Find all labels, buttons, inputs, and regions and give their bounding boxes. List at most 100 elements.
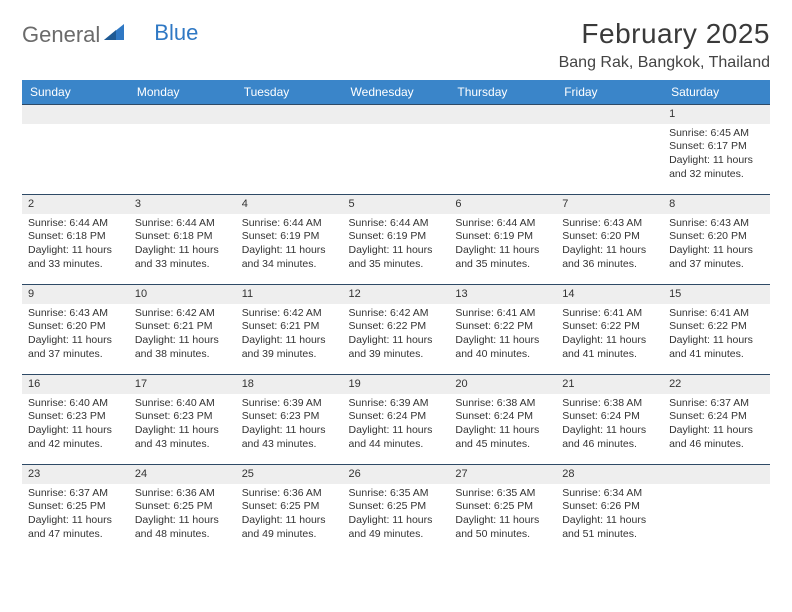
day-number: 10 — [129, 285, 236, 304]
sunrise-text: Sunrise: 6:42 AM — [135, 307, 215, 319]
daylight-text: Daylight: 11 hours and 35 minutes. — [349, 244, 433, 270]
daylight-text: Daylight: 11 hours and 39 minutes. — [349, 334, 433, 360]
calendar-cell: 27Sunrise: 6:35 AMSunset: 6:25 PMDayligh… — [449, 465, 556, 555]
daylight-text: Daylight: 11 hours and 33 minutes. — [135, 244, 219, 270]
sunrise-text: Sunrise: 6:44 AM — [242, 217, 322, 229]
title-block: February 2025 Bang Rak, Bangkok, Thailan… — [559, 18, 770, 72]
daylight-text: Daylight: 11 hours and 51 minutes. — [562, 514, 646, 540]
daylight-text: Daylight: 11 hours and 44 minutes. — [349, 424, 433, 450]
calendar-cell — [22, 105, 129, 195]
calendar-cell: 11Sunrise: 6:42 AMSunset: 6:21 PMDayligh… — [236, 285, 343, 375]
day-number: 9 — [22, 285, 129, 304]
calendar-cell: 13Sunrise: 6:41 AMSunset: 6:22 PMDayligh… — [449, 285, 556, 375]
sunrise-text: Sunrise: 6:35 AM — [455, 487, 535, 499]
day-details: Sunrise: 6:42 AMSunset: 6:21 PMDaylight:… — [135, 307, 230, 362]
sunset-text: Sunset: 6:23 PM — [28, 410, 106, 422]
calendar-cell: 6Sunrise: 6:44 AMSunset: 6:19 PMDaylight… — [449, 195, 556, 285]
sunrise-text: Sunrise: 6:44 AM — [28, 217, 108, 229]
daylight-text: Daylight: 11 hours and 33 minutes. — [28, 244, 112, 270]
day-details: Sunrise: 6:44 AMSunset: 6:19 PMDaylight:… — [455, 217, 550, 272]
sunset-text: Sunset: 6:24 PM — [669, 410, 747, 422]
day-details: Sunrise: 6:41 AMSunset: 6:22 PMDaylight:… — [562, 307, 657, 362]
sunset-text: Sunset: 6:22 PM — [562, 320, 640, 332]
calendar-cell: 12Sunrise: 6:42 AMSunset: 6:22 PMDayligh… — [343, 285, 450, 375]
day-number: 3 — [129, 195, 236, 214]
calendar-table: Sunday Monday Tuesday Wednesday Thursday… — [22, 80, 770, 555]
day-number: 27 — [449, 465, 556, 484]
sunrise-text: Sunrise: 6:37 AM — [669, 397, 749, 409]
sunset-text: Sunset: 6:25 PM — [135, 500, 213, 512]
daylight-text: Daylight: 11 hours and 40 minutes. — [455, 334, 539, 360]
sunrise-text: Sunrise: 6:34 AM — [562, 487, 642, 499]
day-details: Sunrise: 6:44 AMSunset: 6:18 PM Daylight:… — [28, 217, 123, 272]
calendar-cell: 8Sunrise: 6:43 AMSunset: 6:20 PMDaylight… — [663, 195, 770, 285]
sunset-text: Sunset: 6:19 PM — [349, 230, 427, 242]
day-number: 19 — [343, 375, 450, 394]
sunset-text: Sunset: 6:25 PM — [28, 500, 106, 512]
sunset-text: Sunset: 6:25 PM — [349, 500, 427, 512]
calendar-cell: 20Sunrise: 6:38 AMSunset: 6:24 PMDayligh… — [449, 375, 556, 465]
day-details: Sunrise: 6:44 AMSunset: 6:19 PMDaylight:… — [349, 217, 444, 272]
sunrise-text: Sunrise: 6:39 AM — [242, 397, 322, 409]
day-header: Sunday — [22, 80, 129, 105]
page-title: February 2025 — [559, 18, 770, 50]
calendar-cell: 22Sunrise: 6:37 AMSunset: 6:24 PMDayligh… — [663, 375, 770, 465]
day-number — [129, 105, 236, 124]
sunset-text: Sunset: 6:20 PM — [28, 320, 106, 332]
day-header: Tuesday — [236, 80, 343, 105]
day-details: Sunrise: 6:44 AMSunset: 6:19 PMDaylight:… — [242, 217, 337, 272]
calendar-cell — [449, 105, 556, 195]
calendar-week-row: 2Sunrise: 6:44 AMSunset: 6:18 PMDaylight… — [22, 195, 770, 285]
daylight-text: Daylight: 11 hours and 39 minutes. — [242, 334, 326, 360]
calendar-cell: 17 Sunrise: 6:40 AMSunset: 6:23 PMDayligh… — [129, 375, 236, 465]
day-number: 26 — [343, 465, 450, 484]
day-details: Sunrise: 6:40 AMSunset: 6:23 PMDaylight:… — [28, 397, 123, 452]
daylight-text: Daylight: 11 hours and 41 minutes. — [669, 334, 753, 360]
day-number: 23 — [22, 465, 129, 484]
sunset-text: Sunset: 6:20 PM — [669, 230, 747, 242]
day-number: 28 — [556, 465, 663, 484]
calendar-cell: 16Sunrise: 6:40 AMSunset: 6:23 PMDayligh… — [22, 375, 129, 465]
day-details: Sunrise: 6:38 AMSunset: 6:24 PMDaylight:… — [562, 397, 657, 452]
day-number: 20 — [449, 375, 556, 394]
calendar-cell: 21Sunrise: 6:38 AMSunset: 6:24 PMDayligh… — [556, 375, 663, 465]
day-details: Sunrise: 6:45 AMSunset: 6:17 PMDaylight:… — [669, 127, 764, 182]
day-details: Sunrise: 6:36 AMSunset: 6:25 PMDaylight:… — [135, 487, 230, 542]
sunrise-text: Sunrise: 6:44 AM — [135, 217, 215, 229]
sunset-text: Sunset: 6:18 PM — [28, 230, 106, 242]
day-number: 11 — [236, 285, 343, 304]
daylight-text: Daylight: 11 hours and 37 minutes. — [28, 334, 112, 360]
day-header: Saturday — [663, 80, 770, 105]
calendar-cell: 2Sunrise: 6:44 AMSunset: 6:18 PMDaylight… — [22, 195, 129, 285]
sunrise-text: Sunrise: 6:43 AM — [562, 217, 642, 229]
calendar-cell: 7Sunrise: 6:43 AMSunset: 6:20 PMDaylight… — [556, 195, 663, 285]
day-details: Sunrise: 6:39 AMSunset: 6:24 PMDaylight:… — [349, 397, 444, 452]
sunrise-text: Sunrise: 6:41 AM — [562, 307, 642, 319]
sunrise-text: Sunrise: 6:38 AM — [455, 397, 535, 409]
daylight-text: Daylight: 11 hours and 50 minutes. — [455, 514, 539, 540]
day-details: Sunrise: 6:44 AMSunset: 6:18 PMDaylight:… — [135, 217, 230, 272]
day-number: 15 — [663, 285, 770, 304]
day-details: Sunrise: 6:37 AMSunset: 6:25 PMDaylight:… — [28, 487, 123, 542]
calendar-cell: 24Sunrise: 6:36 AMSunset: 6:25 PMDayligh… — [129, 465, 236, 555]
daylight-text: Daylight: 11 hours and 43 minutes. — [135, 424, 219, 450]
day-number — [236, 105, 343, 124]
sunset-text: Sunset: 6:21 PM — [242, 320, 320, 332]
day-details: Sunrise: 6:37 AMSunset: 6:24 PMDaylight:… — [669, 397, 764, 452]
calendar-cell — [236, 105, 343, 195]
day-number: 13 — [449, 285, 556, 304]
logo-text-blue: Blue — [154, 20, 198, 46]
calendar-page: General Blue February 2025 Bang Rak, Ban… — [0, 0, 792, 612]
day-details: Sunrise: 6:40 AMSunset: 6:23 PMDaylight:… — [135, 397, 230, 452]
day-number: 17 — [129, 375, 236, 394]
day-number — [556, 105, 663, 124]
daylight-text: Daylight: 11 hours and 35 minutes. — [455, 244, 539, 270]
daylight-text: Daylight: 11 hours and 48 minutes. — [135, 514, 219, 540]
calendar-week-row: 23 Sunrise: 6:37 AMSunset: 6:25 PMDayligh… — [22, 465, 770, 555]
logo: General Blue — [22, 22, 198, 48]
daylight-text: Daylight: 11 hours and 36 minutes. — [562, 244, 646, 270]
sunrise-text: Sunrise: 6:43 AM — [28, 307, 108, 319]
daylight-text: Daylight: 11 hours and 37 minutes. — [669, 244, 753, 270]
day-number: 8 — [663, 195, 770, 214]
daylight-text: Daylight: 11 hours and 43 minutes. — [242, 424, 326, 450]
